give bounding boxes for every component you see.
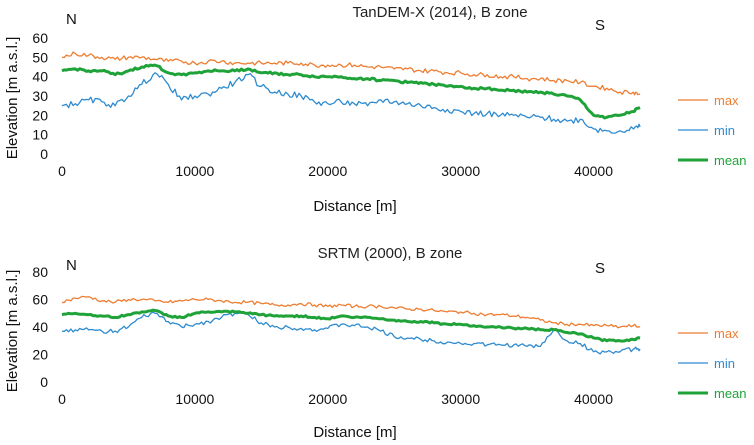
- chart-2-y-tick-label: 40: [32, 319, 48, 335]
- chart-1-y-tick-label: 20: [32, 107, 48, 123]
- chart-2-series-max-line: [61, 295, 641, 329]
- chart-1-series-min-line: [61, 72, 641, 134]
- chart-2-legend-label-mean: mean: [714, 386, 747, 401]
- chart-2-south-label: S: [595, 260, 605, 277]
- chart-1-y-tick-label: 10: [32, 127, 48, 143]
- chart-2-x-tick-label: 20000: [308, 391, 347, 407]
- chart-2-y-tick-label: 80: [32, 264, 48, 280]
- chart-1-legend-label-min: min: [714, 123, 735, 138]
- chart-1-north-label: N: [66, 11, 77, 28]
- chart-2-y-tick-label: 60: [32, 292, 48, 308]
- chart-1-x-tick-label: 40000: [574, 163, 613, 179]
- chart-1-y-axis-title: Elevation [m a.s.l.]: [4, 37, 21, 160]
- chart-1: 0 10 20 30 40 50 60 0 10000 20000 30000 40000 max min…: [32, 30, 746, 179]
- chart-1-y-tick-label: 30: [32, 88, 48, 104]
- chart-2-title: SRTM (2000), B zone: [318, 245, 463, 262]
- chart-2-x-axis-title: Distance [m]: [313, 424, 396, 441]
- chart-1-x-tick-label: 30000: [441, 163, 480, 179]
- chart-1-x-axis-title: Distance [m]: [313, 198, 396, 215]
- chart-1-y-tick-label: 60: [32, 30, 48, 46]
- chart-2-y-axis-title: Elevation [m a.s.l.]: [4, 270, 21, 393]
- chart-1-legend-label-max: max: [714, 93, 739, 108]
- chart-1-legend-label-mean: mean: [714, 153, 747, 168]
- chart-2-x-tick-label: 0: [58, 391, 66, 407]
- chart-1-south-label: S: [595, 17, 605, 34]
- chart-2-legend-label-max: max: [714, 326, 739, 341]
- chart-1-title: TanDEM-X (2014), B zone: [352, 4, 527, 21]
- chart-2-x-tick-label: 30000: [441, 391, 480, 407]
- chart-2-series-mean-line: [61, 308, 641, 343]
- chart-2-y-tick-label: 0: [40, 374, 48, 390]
- chart-2-x-tick-label: 10000: [175, 391, 214, 407]
- chart-2-north-label: N: [66, 257, 77, 274]
- chart-1-x-tick-label: 0: [58, 163, 66, 179]
- chart-1-x-tick-label: 10000: [175, 163, 214, 179]
- chart-1-series-max-line: [61, 51, 641, 96]
- chart-1-y-tick-label: 0: [40, 146, 48, 162]
- chart-2-x-tick-label: 40000: [574, 391, 613, 407]
- chart-2-y-tick-label: 20: [32, 347, 48, 363]
- chart-2: 0 20 40 60 80 0 10000 20000 30000 40000 max min mean: [32, 264, 746, 407]
- chart-1-x-tick-label: 20000: [308, 163, 347, 179]
- chart-2-series-min-line: [61, 311, 641, 355]
- chart-1-series-mean-line: [61, 63, 641, 120]
- chart-2-legend-label-min: min: [714, 356, 735, 371]
- chart-1-y-tick-label: 50: [32, 49, 48, 65]
- chart-1-y-tick-label: 40: [32, 69, 48, 85]
